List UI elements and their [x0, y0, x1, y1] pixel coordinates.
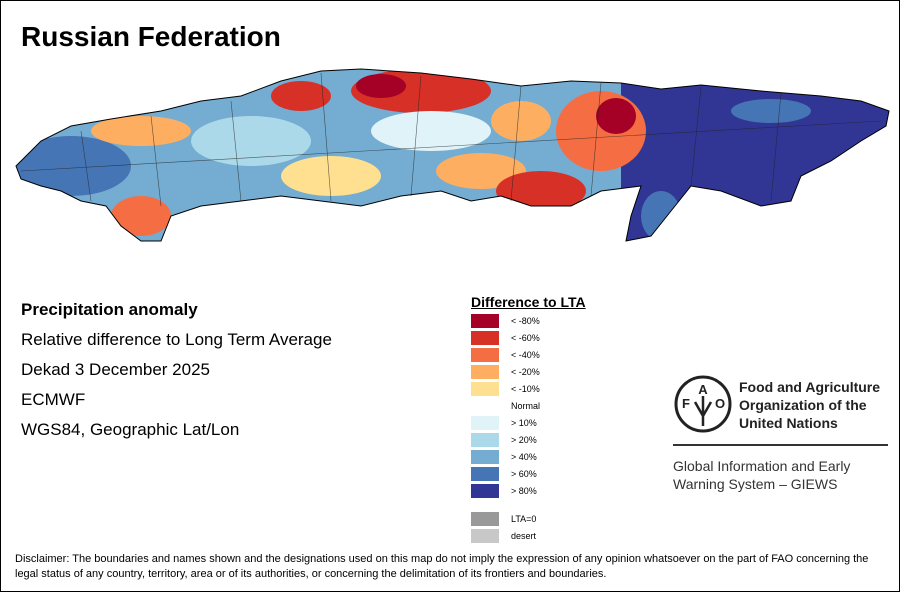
legend-item: < -40% [471, 348, 540, 362]
svg-text:O: O [715, 396, 725, 411]
legend-item: < -60% [471, 331, 540, 345]
legend-label: > 10% [511, 418, 537, 428]
fao-name-line: Food and Agriculture [739, 379, 881, 395]
legend-swatch [471, 450, 499, 464]
legend-swatch [471, 348, 499, 362]
legend-item: > 10% [471, 416, 537, 430]
legend-label: desert [511, 531, 537, 541]
disclaimer: Disclaimer: The boundaries and names sho… [15, 553, 869, 580]
legend-label: < -10% [511, 384, 540, 394]
fao-name-line: Organization of the [739, 397, 867, 413]
svg-text:F: F [682, 396, 690, 411]
legend-swatch [471, 433, 499, 447]
giews-name: Global Information and Early Warning Sys… [673, 457, 850, 493]
legend-label: < -60% [511, 333, 540, 343]
legend-item: > 60% [471, 467, 537, 481]
map-period: Dekad 3 December 2025 [21, 360, 211, 379]
legend-item: Normal [471, 399, 540, 413]
data-source: ECMWF [21, 390, 86, 409]
legend-title: Difference to LTA [471, 294, 586, 310]
legend-swatch [471, 512, 499, 526]
giews-line: Global Information and Early [673, 458, 851, 474]
legend-label: Normal [511, 401, 541, 411]
fao-name-line: United Nations [739, 415, 838, 431]
precipitation-anomaly-map [15, 68, 890, 242]
legend-swatch [471, 365, 499, 379]
legend-swatch [471, 529, 499, 543]
legend-item: < -10% [471, 382, 540, 396]
anomaly-raster [16, 69, 889, 241]
divider [673, 444, 888, 446]
legend-label: LTA=0 [511, 514, 537, 524]
legend-item: < -80% [471, 314, 540, 328]
admin-boundaries [20, 72, 882, 207]
legend-label: > 40% [511, 452, 537, 462]
legend-label: > 20% [511, 435, 537, 445]
legend-swatch [471, 467, 499, 481]
projection: WGS84, Geographic Lat/Lon [21, 420, 240, 439]
legend-swatch [471, 314, 499, 328]
legend-label: < -80% [511, 316, 540, 326]
legend-swatch [471, 416, 499, 430]
legend-label: > 80% [511, 486, 537, 496]
legend-item: > 20% [471, 433, 537, 447]
legend-label: > 60% [511, 469, 537, 479]
page-title: Russian Federation [21, 21, 281, 52]
legend-label: < -20% [511, 367, 540, 377]
legend-item: > 40% [471, 450, 537, 464]
legend-item: desert [471, 529, 536, 543]
legend-swatch [471, 399, 499, 413]
giews-line: Warning System – GIEWS [673, 476, 838, 492]
fao-name: Food and Agriculture Organization of the… [739, 378, 880, 432]
fao-logo-icon: A F O [674, 375, 732, 433]
svg-text:A: A [698, 382, 708, 397]
map-subtitle: Relative difference to Long Term Average [21, 330, 332, 349]
legend-label: < -40% [511, 350, 540, 360]
legend-swatch [471, 484, 499, 498]
legend-swatch [471, 331, 499, 345]
legend-item: LTA=0 [471, 512, 536, 526]
legend-item: > 80% [471, 484, 537, 498]
map-heading: Precipitation anomaly [21, 300, 198, 319]
legend-swatch [471, 382, 499, 396]
country-outline [15, 68, 890, 242]
legend-item: < -20% [471, 365, 540, 379]
